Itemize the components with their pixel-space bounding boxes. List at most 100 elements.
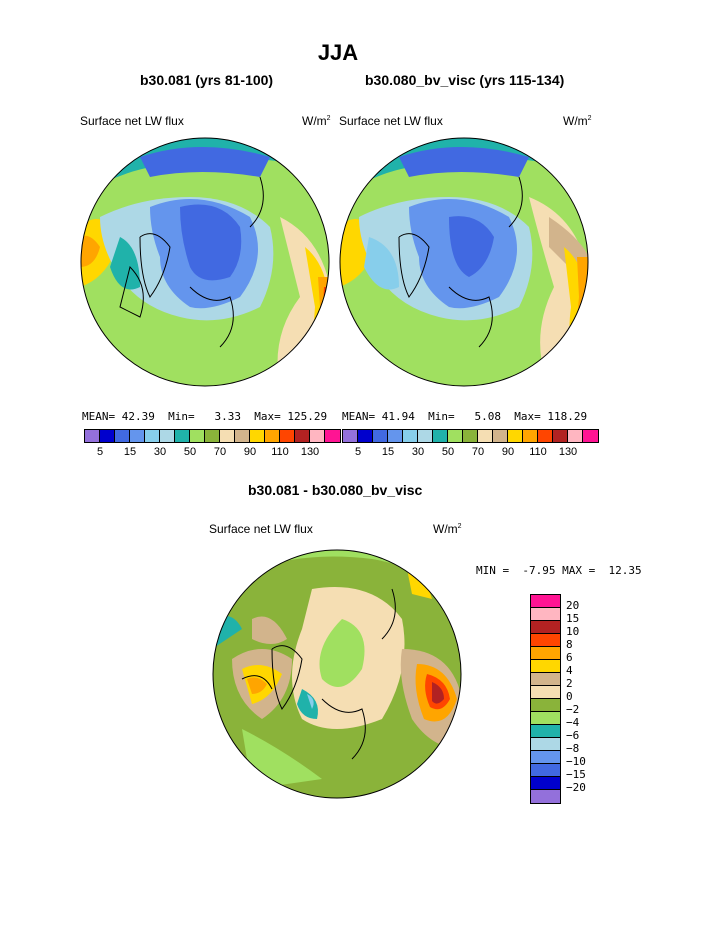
diff-minmax: MIN = -7.95 MAX = 12.35 (476, 564, 642, 577)
panel-2-stats: MEAN= 41.94 Min= 5.08 Max= 118.29 (342, 410, 588, 423)
colorbar-diff-label: 6 (566, 651, 573, 664)
colorbar-swatch (531, 777, 560, 790)
colorbar-swatch (205, 430, 220, 442)
colorbar-swatch (358, 430, 373, 442)
colorbar-swatch (115, 430, 130, 442)
colorbar-tick-label: 15 (123, 446, 137, 458)
colorbar-swatch (531, 712, 560, 725)
colorbar-swatch (175, 430, 190, 442)
colorbar-swatch (531, 699, 560, 712)
colorbar-tick-label: 130 (558, 446, 578, 458)
colorbar-swatch (220, 430, 235, 442)
colorbar-panel-1 (84, 429, 341, 443)
colorbar-swatch (373, 430, 388, 442)
colorbar-swatch (523, 430, 538, 442)
colorbar-swatch (235, 430, 250, 442)
colorbar-swatch (160, 430, 175, 442)
colorbar-diff-label: 10 (566, 625, 580, 638)
colorbar-swatch (325, 430, 340, 442)
panel-2-subtitle: b30.080_bv_visc (yrs 115-134) (365, 72, 565, 88)
colorbar-swatch (388, 430, 403, 442)
colorbar-swatch (531, 751, 560, 764)
polar-map-diff (212, 549, 462, 799)
colorbar-diff-label: 15 (566, 612, 580, 625)
colorbar-tick-label: 110 (529, 446, 547, 458)
colorbar-swatch (568, 430, 583, 442)
colorbar-diff-label: 8 (566, 638, 573, 651)
colorbar-swatch (295, 430, 310, 442)
colorbar-tick-label: 90 (501, 446, 515, 458)
colorbar-swatch (508, 430, 523, 442)
colorbar-swatch (418, 430, 433, 442)
panel-1-subtitle: b30.081 (yrs 81-100) (140, 72, 274, 88)
colorbar-swatch (531, 764, 560, 777)
colorbar-panel-2 (342, 429, 599, 443)
colorbar-diff-label: −2 (566, 703, 580, 716)
colorbar-swatch (100, 430, 115, 442)
diff-units: W/m2 (433, 522, 462, 536)
panel-1-field-label: Surface net LW flux (80, 114, 184, 128)
colorbar-diff-label: −6 (566, 729, 580, 742)
colorbar-swatch (280, 430, 295, 442)
colorbar-swatch (538, 430, 553, 442)
figure-title: JJA (317, 40, 359, 65)
colorbar-swatch (531, 660, 560, 673)
colorbar-tick-label: 5 (96, 446, 104, 458)
diff-subtitle: b30.081 - b30.080_bv_visc (248, 482, 423, 498)
colorbar-swatch (531, 725, 560, 738)
panel-1-stats: MEAN= 42.39 Min= 3.33 Max= 125.29 (82, 410, 328, 423)
colorbar-tick-label: 110 (271, 446, 289, 458)
colorbar-diff-label: 2 (566, 677, 573, 690)
colorbar-tick-label: 130 (300, 446, 320, 458)
colorbar-swatch (583, 430, 598, 442)
colorbar-swatch (190, 430, 205, 442)
colorbar-swatch (531, 790, 560, 803)
colorbar-swatch (531, 621, 560, 634)
colorbar-tick-label: 30 (411, 446, 425, 458)
colorbar-swatch (531, 634, 560, 647)
colorbar-tick-label: 70 (471, 446, 485, 458)
colorbar-diff-label: −15 (566, 768, 586, 781)
polar-map-2 (339, 137, 589, 387)
colorbar-diff-label: −10 (566, 755, 586, 768)
colorbar-diff (530, 594, 561, 804)
colorbar-diff-label: −20 (566, 781, 586, 794)
colorbar-swatch (145, 430, 160, 442)
colorbar-swatch (531, 686, 560, 699)
colorbar-swatch (531, 608, 560, 621)
colorbar-tick-label: 50 (441, 446, 455, 458)
panel-1-units: W/m2 (302, 114, 331, 128)
colorbar-swatch (463, 430, 478, 442)
colorbar-swatch (343, 430, 358, 442)
colorbar-tick-label: 5 (354, 446, 362, 458)
colorbar-swatch (85, 430, 100, 442)
colorbar-swatch (531, 647, 560, 660)
colorbar-swatch (531, 673, 560, 686)
colorbar-diff-label: 4 (566, 664, 573, 677)
colorbar-swatch (531, 738, 560, 751)
colorbar-swatch (531, 595, 560, 608)
colorbar-diff-label: 20 (566, 599, 580, 612)
colorbar-swatch (310, 430, 325, 442)
panel-2-units: W/m2 (563, 114, 592, 128)
polar-map-1 (80, 137, 330, 387)
colorbar-tick-label: 90 (243, 446, 257, 458)
colorbar-swatch (130, 430, 145, 442)
colorbar-swatch (433, 430, 448, 442)
diff-field-label: Surface net LW flux (209, 522, 313, 536)
colorbar-tick-label: 15 (381, 446, 395, 458)
colorbar-tick-label: 30 (153, 446, 167, 458)
colorbar-tick-label: 70 (213, 446, 227, 458)
colorbar-swatch (448, 430, 463, 442)
colorbar-swatch (553, 430, 568, 442)
colorbar-swatch (478, 430, 493, 442)
panel-2-field-label: Surface net LW flux (339, 114, 443, 128)
colorbar-diff-label: 0 (566, 690, 573, 703)
colorbar-diff-label: −8 (566, 742, 580, 755)
colorbar-tick-label: 50 (183, 446, 197, 458)
colorbar-swatch (265, 430, 280, 442)
colorbar-swatch (403, 430, 418, 442)
colorbar-swatch (250, 430, 265, 442)
colorbar-diff-label: −4 (566, 716, 580, 729)
colorbar-swatch (493, 430, 508, 442)
